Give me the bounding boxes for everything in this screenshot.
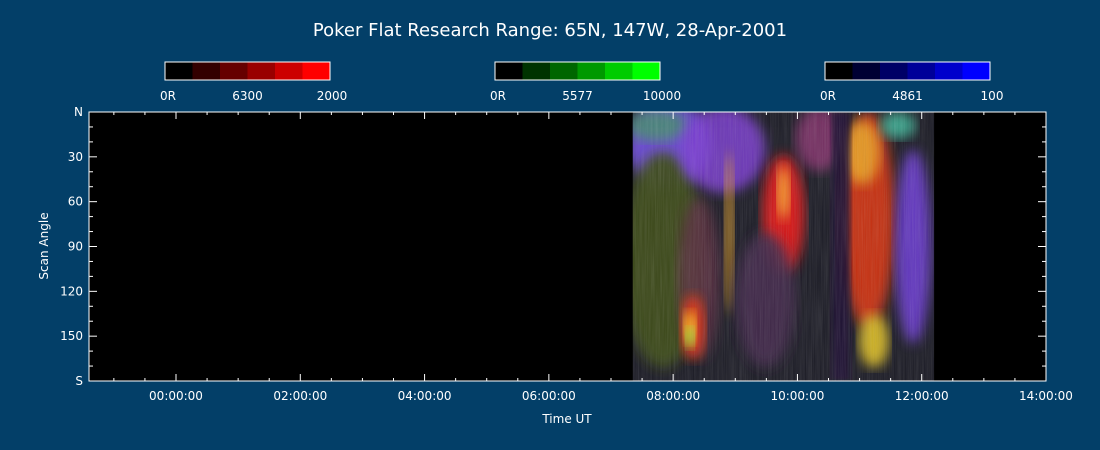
colorbar-wavelength-label: 5577 <box>562 89 593 103</box>
colorbar-swatch <box>632 62 661 80</box>
x-tick-label: 12:00:00 <box>895 389 949 403</box>
colorbar-frame <box>164 61 331 81</box>
colorbar-swatch <box>825 62 853 80</box>
colorbar-6300: 0R 6300 2000 <box>160 61 348 103</box>
colorbar-swatch <box>495 62 523 80</box>
y-tick-label: 60 <box>68 195 83 209</box>
colorbar-min-label: 0R <box>160 89 176 103</box>
colorbar-max-label: 10000 <box>643 89 681 103</box>
colorbar-swatch <box>275 62 303 80</box>
colorbar-frame <box>494 61 661 81</box>
y-tick-label: S <box>75 374 83 388</box>
colorbar-wavelength-label: 4861 <box>892 89 923 103</box>
colorbar-wavelength-label: 6300 <box>232 89 263 103</box>
y-tick-label: N <box>74 105 83 119</box>
x-tick-label: 04:00:00 <box>398 389 452 403</box>
colorbar-swatch <box>907 62 936 80</box>
colorbar-swatch <box>962 62 991 80</box>
colorbar-max-label: 100 <box>981 89 1004 103</box>
x-tick-label: 00:00:00 <box>149 389 203 403</box>
x-tick-label: 08:00:00 <box>646 389 700 403</box>
colorbar-max-label: 2000 <box>317 89 348 103</box>
colorbar-min-label: 0R <box>490 89 506 103</box>
x-tick-label: 14:00:00 <box>1019 389 1073 403</box>
emission-streaks <box>632 112 935 381</box>
colorbar-swatch <box>192 62 221 80</box>
y-tick-label: 90 <box>68 240 83 254</box>
aurora-data-region <box>632 112 935 381</box>
colorbar-swatch <box>880 62 908 80</box>
y-axis: N 30 60 90 120 150 S <box>60 105 1046 388</box>
chart-title: Poker Flat Research Range: 65N, 147W, 28… <box>313 20 787 41</box>
colorbar-4861: 0R 4861 100 <box>820 61 1004 103</box>
colorbar-swatch <box>522 62 551 80</box>
colorbar-frame <box>824 61 991 81</box>
y-axis-label: Scan Angle <box>37 212 51 279</box>
colorbar-swatch <box>935 62 963 80</box>
colorbar-swatch <box>852 62 881 80</box>
colorbar-swatch <box>605 62 633 80</box>
colorbar-swatch <box>302 62 331 80</box>
x-axis-label: Time UT <box>541 412 592 426</box>
x-axis: 00:00:00 02:00:00 04:00:00 06:00:00 08:00:00… <box>113 112 1073 403</box>
colorbar-swatch <box>550 62 578 80</box>
colorbar-swatch <box>165 62 193 80</box>
colorbar-swatch <box>220 62 248 80</box>
x-tick-label: 06:00:00 <box>522 389 576 403</box>
colorbar-min-label: 0R <box>820 89 836 103</box>
colorbar-legend: 0R 6300 2000 0R 5577 10000 0R 4861 100 <box>160 61 1004 103</box>
y-tick-label: 150 <box>60 329 83 343</box>
colorbar-5577: 0R 5577 10000 <box>490 61 681 103</box>
x-tick-label: 02:00:00 <box>273 389 327 403</box>
colorbar-swatch <box>577 62 606 80</box>
colorbar-swatch <box>247 62 276 80</box>
x-tick-label: 10:00:00 <box>770 389 824 403</box>
y-tick-label: 120 <box>60 284 83 298</box>
y-tick-label: 30 <box>68 150 83 164</box>
